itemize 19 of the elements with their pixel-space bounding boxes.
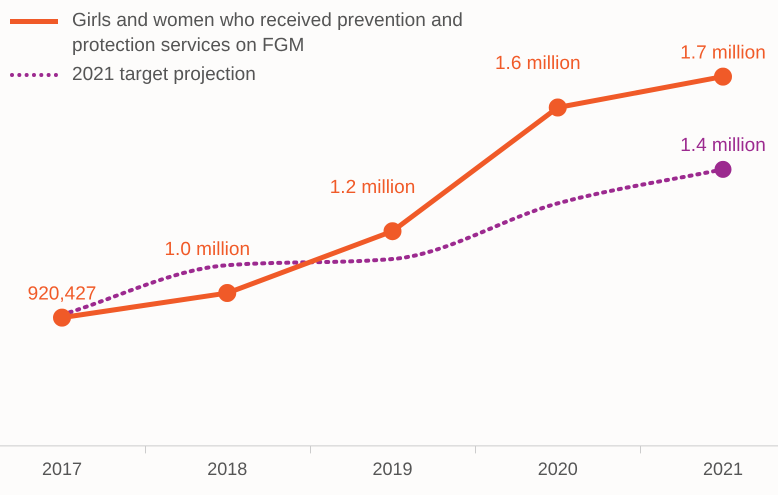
data-label: 1.2 million	[330, 176, 416, 198]
point	[714, 160, 732, 178]
data-label: 1.4 million	[680, 135, 766, 156]
point	[714, 68, 732, 86]
point	[218, 284, 236, 302]
point	[384, 222, 402, 240]
legend-label: 2021 target projection	[72, 63, 256, 87]
data-label: 1.0 million	[164, 238, 250, 260]
x-tick-label: 2018	[207, 459, 248, 480]
x-tick-label: 2017	[42, 459, 82, 480]
legend-label: Girls and women who received prevention and protection services on FGM	[72, 10, 463, 56]
x-tick-label: 2021	[702, 459, 744, 480]
point	[53, 308, 71, 327]
data-label: 920,427	[28, 283, 96, 304]
x-tick-label: 2020	[538, 459, 578, 480]
data-label: 1.7 million	[680, 42, 766, 64]
data-label: 1.6 million	[494, 53, 581, 74]
x-tick-label: 2019	[372, 459, 413, 480]
point	[548, 98, 567, 117]
